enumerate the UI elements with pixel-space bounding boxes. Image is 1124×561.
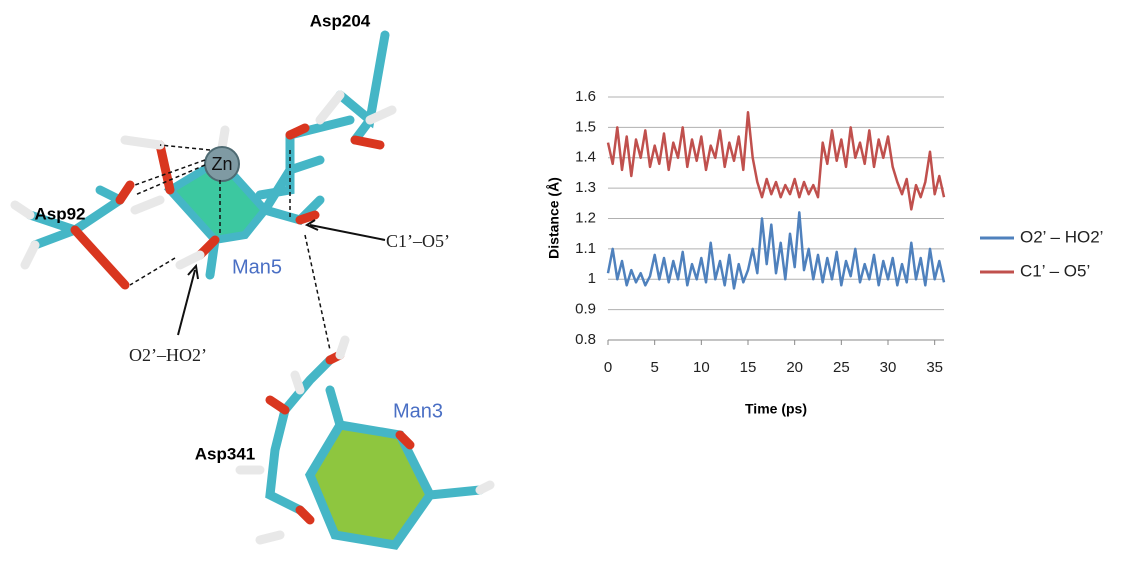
chart: Distance (Å) Time (ps) 0.8 0.9 1 1.1 1.2 1.3 1… [546, 88, 1104, 417]
x-tick-label: 35 [926, 359, 943, 376]
o2-h-arrow [178, 266, 198, 335]
legend-label: O2’ – HO2’ [1020, 227, 1103, 246]
y-tick-label: 1.4 [575, 149, 596, 166]
x-tick-label: 25 [833, 359, 850, 376]
label: Asp341 [195, 444, 255, 463]
label: C1’–O5’ [386, 231, 450, 251]
series-line [608, 212, 944, 288]
x-tick-label: 20 [786, 359, 803, 376]
figure: Asp204 Asp92 Zn Man5 C1’–O5’ O2’–HO2’ Ma… [0, 0, 1124, 561]
x-axis-label: Time (ps) [745, 401, 807, 417]
y-tick-label: 1.2 [575, 209, 596, 226]
x-tick-label: 0 [604, 359, 612, 376]
y-tick-label: 1.6 [575, 88, 596, 105]
legend-label: C1’ – O5’ [1020, 261, 1090, 280]
y-tick-label: 0.9 [575, 301, 596, 318]
y-axis-label: Distance (Å) [546, 177, 562, 259]
label: Zn [211, 154, 232, 174]
y-tick-label: 0.8 [575, 331, 596, 348]
series-line [608, 112, 944, 209]
label: O2’–HO2’ [129, 345, 207, 365]
label: Man3 [393, 400, 443, 422]
x-tick-label: 30 [880, 359, 897, 376]
asp92-h [15, 205, 35, 265]
y-tick-label: 1.3 [575, 179, 596, 196]
c1-o5-arrow [307, 220, 385, 240]
molecule: Asp204 Asp92 Zn Man5 C1’–O5’ O2’–HO2’ Ma… [15, 11, 490, 545]
x-tick-label: 15 [740, 359, 757, 376]
asp92-oxygen [75, 185, 130, 285]
x-tick-label: 5 [650, 359, 658, 376]
label: Asp92 [34, 204, 85, 223]
y-tick-label: 1.1 [575, 240, 596, 257]
label: Asp204 [310, 11, 371, 30]
y-tick-label: 1 [588, 270, 596, 287]
y-tick-label: 1.5 [575, 118, 596, 135]
label: Man5 [232, 256, 282, 278]
x-tick-label: 10 [693, 359, 710, 376]
